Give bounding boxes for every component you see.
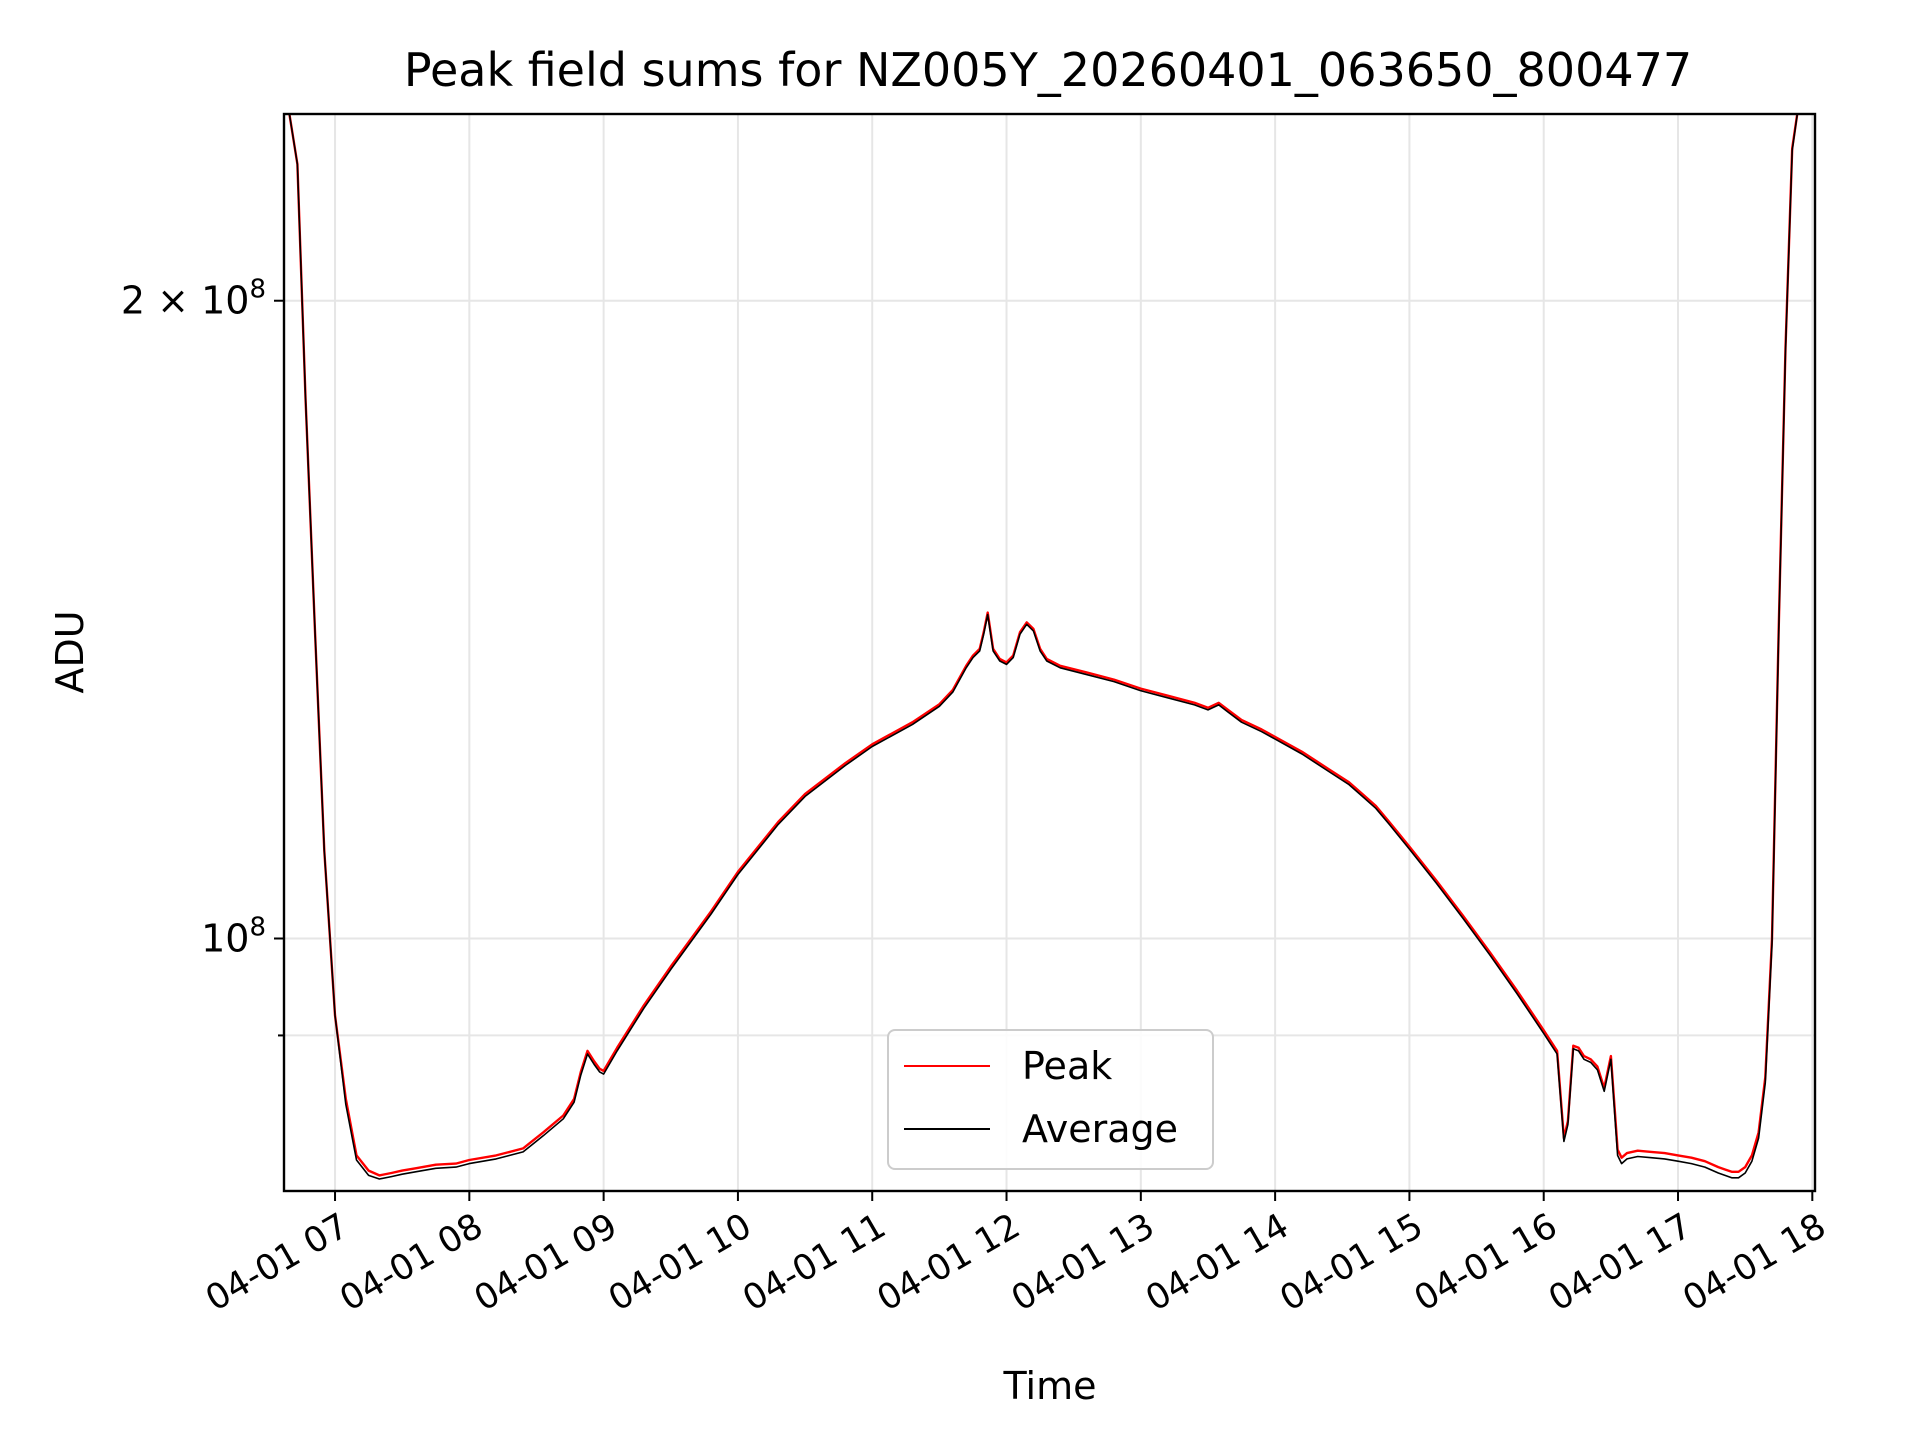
x-axis-label: Time [1003, 1364, 1097, 1408]
grid [284, 114, 1815, 1191]
series-line-peak [288, 114, 1799, 1177]
legend-label-peak: Peak [1022, 1044, 1112, 1088]
legend-box [887, 1029, 1214, 1170]
chart-title: Peak field sums for NZ005Y_20260401_0636… [404, 43, 1692, 97]
y-tick-label: 2 × 108 [121, 275, 266, 323]
legend-label-average: Average [1022, 1107, 1178, 1151]
series-line-average [288, 114, 1799, 1180]
y-tick-label: 108 [201, 912, 266, 960]
y-axis-label: ADU [48, 610, 92, 693]
legend: Peak Average [887, 1029, 1214, 1170]
plot-frame [282, 112, 1817, 1193]
series-layer [288, 114, 1799, 1180]
y-axis: 108 2 × 108 [121, 275, 284, 1037]
